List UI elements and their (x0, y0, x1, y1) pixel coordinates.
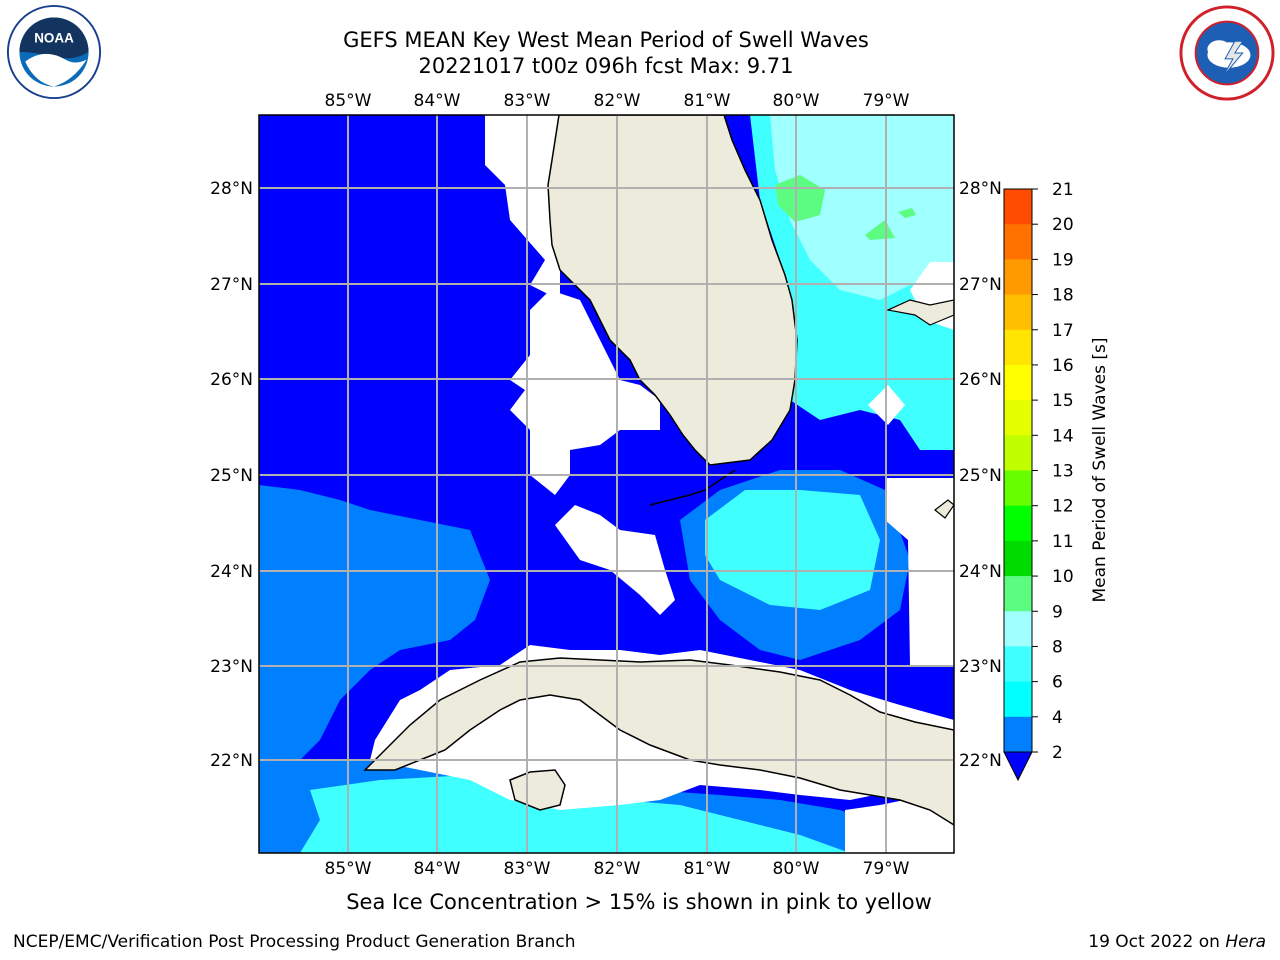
colorbar-tick-label: 16 (1052, 356, 1074, 376)
colorbar: 21 20 19 18 17 16 15 14 13 12 11 10 9 8 6 4 2 (1003, 180, 1074, 782)
lat-label-left: 28°N (210, 179, 253, 199)
colorbar-tick-label: 6 (1052, 673, 1063, 693)
florida-keys (649, 469, 736, 506)
lat-label-right: 24°N (959, 562, 1002, 582)
chart-subtitle-forecast: 20221017 t00z 096h fcst Max: 9.71 (418, 54, 794, 78)
colorbar-tick-label: 14 (1052, 426, 1074, 446)
lon-label-bottom: 79°W (863, 859, 910, 879)
lat-label-right: 28°N (959, 179, 1002, 199)
lon-label-top: 84°W (414, 91, 461, 111)
contour-9-10s-patch-small (865, 220, 895, 240)
colorbar-segment (1004, 611, 1032, 647)
contour-6-8s-straits (705, 490, 880, 610)
nodata-patch (485, 115, 560, 300)
contour-9-10s-patch-tiny (898, 208, 916, 218)
colorbar-tick-label: 11 (1052, 532, 1074, 552)
colorbar-segment (1004, 364, 1032, 401)
lon-label-bottom: 83°W (504, 859, 551, 879)
colorbar-tick-label: 13 (1052, 462, 1074, 482)
lat-label-right: 22°N (959, 751, 1002, 771)
lat-label-right: 27°N (959, 275, 1002, 295)
colorbar-extension (1003, 751, 1033, 782)
nws-logo-icon (1179, 5, 1275, 101)
map-gridlines (259, 115, 954, 853)
chart-title: GEFS MEAN Key West Mean Period of Swell … (343, 28, 869, 52)
nodata-patch (555, 505, 675, 615)
lon-label-bottom: 81°W (684, 859, 731, 879)
lon-label-top: 81°W (684, 91, 731, 111)
colorbar-tick-label: 9 (1052, 602, 1063, 622)
colorbar-title: Mean Period of Swell Waves [s] (1090, 338, 1110, 603)
lon-label-bottom: 85°W (325, 859, 372, 879)
colorbar-tick-label: 4 (1052, 708, 1063, 728)
map-frame (258, 114, 955, 854)
nodata-patch (510, 290, 660, 495)
colorbar-segment (1004, 576, 1032, 612)
bahamas-island (886, 299, 954, 326)
colorbar-tick-label: 18 (1052, 286, 1074, 306)
lon-label-bottom: 80°W (773, 859, 820, 879)
sea-ice-note: Sea Ice Concentration > 15% is shown in … (346, 890, 932, 914)
lat-label-left: 23°N (210, 657, 253, 677)
lat-label-right: 25°N (959, 466, 1002, 486)
contour-8-9s-atlantic (770, 115, 954, 300)
lon-label-bottom: 84°W (414, 859, 461, 879)
lat-label-left: 26°N (210, 370, 253, 390)
colorbar-segment (1004, 505, 1032, 542)
lon-label-top: 79°W (863, 91, 910, 111)
lon-label-top: 82°W (594, 91, 641, 111)
colorbar-segment (1004, 400, 1032, 436)
footer-date: 19 Oct 2022 on Hera (1088, 932, 1266, 952)
colorbar-tick-label: 8 (1052, 637, 1063, 657)
lon-label-bottom: 82°W (594, 859, 641, 879)
colorbar-tick-label: 20 (1052, 215, 1074, 235)
colorbar-segment (1004, 540, 1032, 577)
colorbar-tick-label: 21 (1052, 180, 1074, 200)
colorbar-tick-label: 12 (1052, 497, 1074, 517)
footer-date-text: 19 Oct 2022 on (1088, 932, 1226, 952)
colorbar-tick-label: 19 (1052, 250, 1074, 270)
colorbar-segment (1004, 189, 1032, 225)
colorbar-segment (1004, 646, 1032, 683)
footer-credit: NCEP/EMC/Verification Post Processing Pr… (13, 932, 576, 952)
colorbar-tick-label: 17 (1052, 321, 1074, 341)
colorbar-segment (1004, 470, 1032, 507)
colorbar-segment (1004, 329, 1032, 366)
bahamas-island (934, 499, 954, 519)
isle-of-youth-landmass (509, 769, 566, 811)
lon-label-top: 83°W (504, 91, 551, 111)
footer-host: Hera (1225, 932, 1266, 952)
lat-label-right: 23°N (959, 657, 1002, 677)
svg-text:NOAA: NOAA (34, 30, 74, 45)
contour-9-10s-patch (775, 175, 825, 222)
colorbar-segment (1004, 294, 1032, 331)
colorbar-tick-label: 2 (1052, 743, 1063, 763)
colorbar-segment (1004, 681, 1032, 718)
colorbar-segment (1004, 259, 1032, 296)
lon-label-top: 85°W (325, 91, 372, 111)
colorbar-segment (1004, 716, 1032, 753)
lat-label-left: 24°N (210, 562, 253, 582)
lat-label-left: 22°N (210, 751, 253, 771)
colorbar-segment (1004, 224, 1032, 260)
lon-label-top: 80°W (773, 91, 820, 111)
contour-4-6s-west (259, 485, 490, 760)
colorbar-segment (1004, 435, 1032, 471)
colorbar-tick-label: 10 (1052, 567, 1074, 587)
lat-label-left: 27°N (210, 275, 253, 295)
cuba-landmass (363, 657, 954, 826)
colorbar-tick-label: 15 (1052, 391, 1074, 411)
noaa-logo-icon: NOAA (6, 4, 102, 100)
lat-label-right: 26°N (959, 370, 1002, 390)
lat-label-left: 25°N (210, 466, 253, 486)
florida-landmass (547, 115, 798, 466)
